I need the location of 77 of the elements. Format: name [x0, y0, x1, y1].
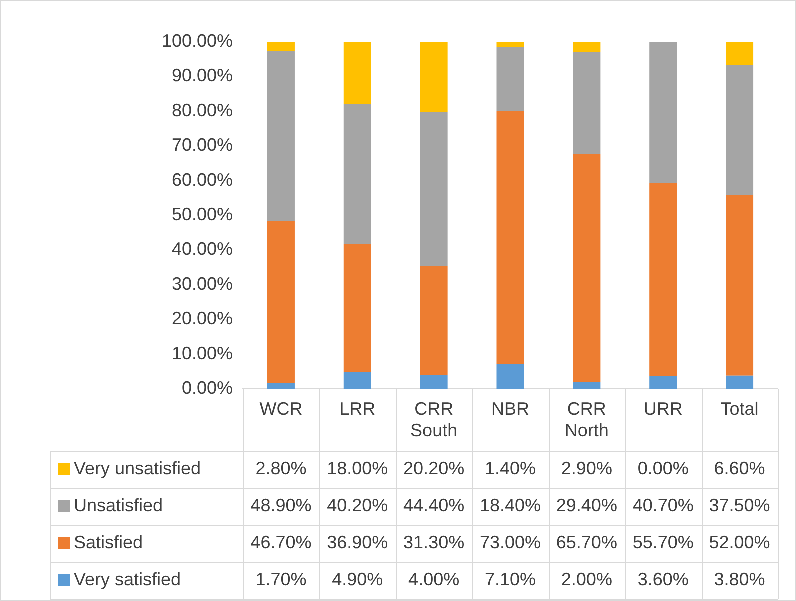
- data-label: 37.50%: [709, 495, 770, 516]
- y-tick-label: 0.00%: [182, 378, 233, 398]
- bar: [267, 42, 295, 52]
- legend-label: Unsatisfied: [74, 495, 164, 516]
- y-tick-label: 40.00%: [172, 239, 233, 260]
- bar: [344, 244, 372, 372]
- data-label: 1.40%: [484, 458, 536, 478]
- data-label: 18.40%: [480, 495, 542, 516]
- data-label: 44.40%: [404, 495, 465, 516]
- data-label: 29.40%: [556, 495, 618, 516]
- data-label: 2.90%: [561, 458, 612, 478]
- bar: [420, 375, 448, 389]
- bar: [420, 112, 448, 267]
- data-label: 40.70%: [632, 495, 694, 516]
- bar: [726, 42, 754, 66]
- data-label: 0.00%: [638, 458, 689, 478]
- y-tick-label: 50.00%: [172, 204, 233, 224]
- legend-label: Very satisfied: [74, 569, 182, 590]
- y-tick-label: 20.00%: [172, 308, 233, 329]
- data-label: 18.00%: [327, 458, 388, 478]
- data-label: 31.30%: [404, 532, 465, 552]
- bar: [420, 266, 448, 376]
- bar: [726, 65, 754, 196]
- bar: [267, 51, 295, 222]
- bar: [420, 42, 448, 112]
- data-label: 20.20%: [404, 458, 465, 478]
- data-label: 73.00%: [480, 532, 542, 552]
- legend-label: Very unsatisfied: [74, 458, 202, 478]
- data-label: 1.70%: [256, 569, 307, 590]
- data-label: 65.70%: [556, 532, 618, 552]
- x-tick-label: WCR: [260, 398, 303, 419]
- bar: [573, 42, 601, 52]
- x-tick-label: Total: [720, 398, 759, 419]
- x-tick-label: NBR: [491, 398, 530, 419]
- bar: [344, 372, 372, 389]
- y-tick-label: 90.00%: [172, 66, 233, 86]
- data-label: 46.70%: [250, 532, 312, 552]
- bar: [650, 376, 678, 389]
- legend-label: Satisfied: [74, 532, 144, 552]
- bar: [344, 104, 372, 244]
- bar: [496, 47, 524, 112]
- bar: [573, 52, 601, 154]
- bar: [496, 42, 524, 48]
- bar: [650, 42, 678, 184]
- data-label: 2.00%: [561, 569, 612, 590]
- x-tick-label: CRR North: [564, 398, 609, 440]
- bar: [573, 154, 601, 382]
- bar: [267, 383, 295, 389]
- data-label: 2.80%: [256, 458, 307, 478]
- y-tick-label: 60.00%: [172, 170, 233, 190]
- x-tick-label: LRR: [340, 398, 376, 419]
- bar: [496, 111, 524, 364]
- bar: [344, 42, 372, 104]
- y-tick-label: 30.00%: [172, 274, 233, 294]
- bar: [267, 221, 295, 384]
- x-tick-label: URR: [644, 398, 683, 419]
- y-tick-label: 100.00%: [162, 30, 233, 51]
- data-label: 3.60%: [638, 569, 689, 590]
- bar: [650, 183, 678, 377]
- data-label: 3.80%: [714, 569, 766, 590]
- data-label: 40.20%: [327, 495, 388, 516]
- data-label: 36.90%: [327, 532, 388, 552]
- data-label: 4.90%: [332, 569, 384, 590]
- bar: [573, 382, 601, 389]
- data-label: 4.00%: [408, 569, 460, 590]
- y-tick-label: 70.00%: [172, 135, 233, 156]
- y-tick-label: 10.00%: [172, 343, 233, 364]
- bar: [726, 195, 754, 376]
- bar: [496, 364, 524, 389]
- data-label: 6.60%: [714, 458, 766, 478]
- data-label: 7.10%: [484, 569, 536, 590]
- bar: [726, 376, 754, 389]
- data-label: 48.90%: [250, 495, 312, 516]
- data-label: 52.00%: [709, 532, 770, 552]
- x-tick-label: CRR South: [410, 398, 458, 440]
- data-label: 55.70%: [632, 532, 694, 552]
- y-tick-label: 80.00%: [172, 100, 233, 120]
